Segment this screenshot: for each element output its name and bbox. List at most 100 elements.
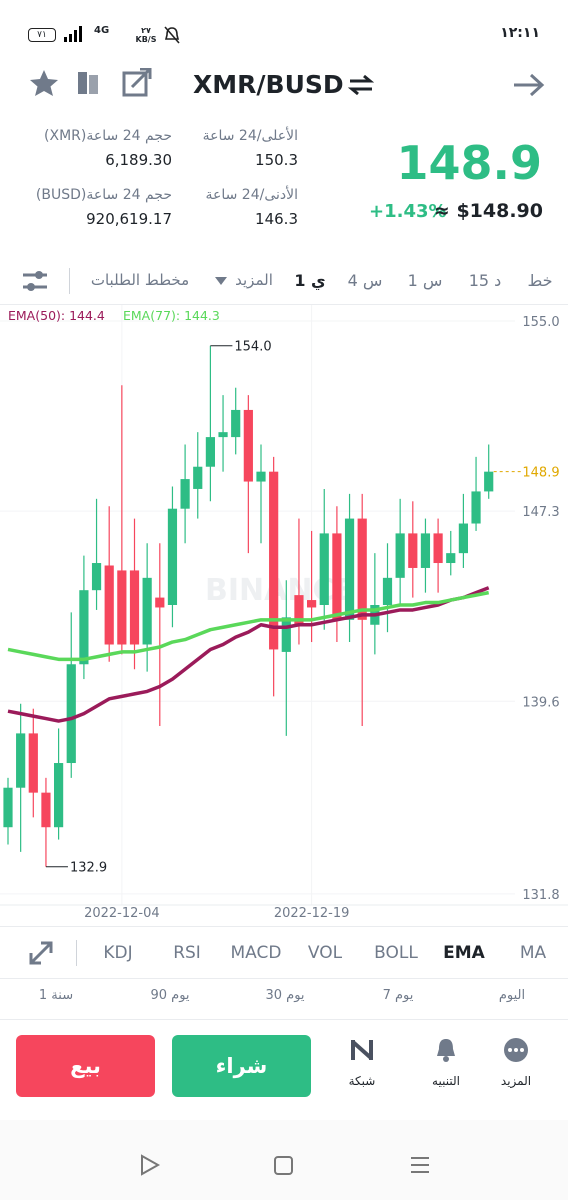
interval-tab[interactable]: المزيد bbox=[235, 271, 273, 289]
candle-body bbox=[446, 553, 456, 564]
indicator-tab[interactable]: MA bbox=[519, 943, 547, 963]
candle-body bbox=[281, 617, 291, 652]
stat-value: 146.3 bbox=[255, 210, 298, 228]
candle-body bbox=[294, 595, 304, 625]
range-tab[interactable]: 7 يوم bbox=[382, 988, 414, 1003]
range-tab[interactable]: 90 يوم bbox=[150, 988, 190, 1003]
action-label[interactable]: شبكة bbox=[348, 1074, 376, 1088]
stat-label: حجم 24 ساعة(BUSD) bbox=[35, 187, 172, 203]
speed: ٢٧ KB/S bbox=[135, 26, 157, 44]
candle-body bbox=[3, 787, 13, 828]
sell-button[interactable]: بيع bbox=[16, 1035, 155, 1097]
watermark: BINANCE bbox=[205, 573, 355, 608]
interval-tab[interactable]: 4 س bbox=[347, 271, 383, 290]
candle-body bbox=[382, 577, 393, 605]
more-icon[interactable] bbox=[504, 1038, 528, 1062]
candle-body bbox=[357, 518, 367, 620]
candle-body bbox=[167, 508, 178, 605]
candle-body bbox=[420, 533, 431, 568]
indicator-tab[interactable]: VOL bbox=[307, 943, 343, 963]
candle-body bbox=[458, 523, 468, 554]
action-label[interactable]: المزيد bbox=[500, 1074, 532, 1088]
y-tick-label: 155.0 bbox=[522, 315, 559, 330]
candle-body bbox=[344, 518, 355, 620]
interval-tab-active[interactable]: 1 ي bbox=[294, 271, 326, 290]
divider bbox=[0, 304, 568, 305]
expand-icon[interactable] bbox=[28, 940, 54, 966]
signal-icon bbox=[64, 26, 82, 42]
header-icons[interactable] bbox=[28, 68, 163, 100]
candle-body bbox=[307, 600, 317, 608]
candle-body bbox=[129, 570, 140, 645]
candle-body bbox=[91, 563, 102, 591]
interval-tab[interactable]: مخطط الطلبات bbox=[90, 271, 190, 289]
candle-body bbox=[256, 471, 266, 482]
share-arrow[interactable] bbox=[512, 72, 546, 98]
candle-body bbox=[484, 471, 494, 492]
ema-line bbox=[7, 590, 490, 662]
mute-icon bbox=[164, 26, 180, 44]
candle-body bbox=[16, 733, 26, 788]
price-change: +1.43% bbox=[369, 201, 447, 222]
swap-icon[interactable] bbox=[348, 74, 374, 96]
interval-tab[interactable]: 15 د bbox=[468, 271, 502, 290]
last-price: 148.9 bbox=[396, 136, 542, 190]
stat-value: 920,619.17 bbox=[86, 210, 172, 228]
nav-bar bbox=[0, 1120, 568, 1200]
indicator-tab-active[interactable]: EMA bbox=[443, 943, 485, 963]
grid-icon[interactable] bbox=[350, 1038, 374, 1062]
stat-label: الأدنى/24 ساعة bbox=[205, 187, 298, 203]
action-label[interactable]: التنبيه bbox=[432, 1074, 460, 1088]
divider bbox=[0, 978, 568, 979]
indicator-tab[interactable]: RSI bbox=[173, 943, 201, 963]
range-tab[interactable]: 30 يوم bbox=[265, 988, 305, 1003]
usd-price: ≈ $148.90 bbox=[433, 200, 543, 222]
indicator-tab[interactable]: MACD bbox=[230, 943, 282, 963]
nav-buttons[interactable] bbox=[0, 1150, 568, 1180]
candle-body bbox=[243, 409, 253, 482]
candle-body bbox=[269, 471, 279, 650]
legend-label: EMA(50): 144.4 bbox=[8, 308, 105, 323]
candle-body bbox=[54, 763, 64, 828]
interval-tab[interactable]: خط bbox=[527, 271, 553, 290]
alert-icon[interactable] bbox=[434, 1037, 458, 1063]
candle-body bbox=[395, 533, 405, 578]
x-tick-label: 2022-12-19 bbox=[274, 906, 350, 921]
candle-body bbox=[408, 533, 418, 568]
divider bbox=[0, 926, 568, 927]
candle-body bbox=[471, 491, 481, 524]
candle-body bbox=[117, 570, 127, 645]
clock: ١٢:١١ bbox=[500, 25, 540, 41]
settings-icon[interactable] bbox=[22, 268, 48, 294]
candle-body bbox=[205, 437, 215, 467]
dropdown-caret bbox=[215, 277, 227, 285]
candle-body bbox=[193, 466, 203, 489]
range-tab[interactable]: 1 سنة bbox=[38, 988, 74, 1003]
candle-body bbox=[155, 597, 165, 608]
divider bbox=[0, 1019, 568, 1020]
indicator-tab[interactable]: KDJ bbox=[103, 943, 133, 963]
stat-value: 6,189.30 bbox=[105, 151, 172, 169]
last-price-label: 148.9 bbox=[522, 466, 559, 481]
annotation-label: 154.0 bbox=[234, 340, 271, 355]
y-tick-label: 139.6 bbox=[522, 695, 559, 710]
stat-label: الأعلى/24 ساعة bbox=[202, 128, 298, 144]
ema-line bbox=[7, 586, 490, 723]
buy-button[interactable]: شراء bbox=[172, 1035, 311, 1097]
candle-body bbox=[319, 533, 329, 605]
candle-body bbox=[28, 733, 38, 793]
candle-body bbox=[433, 533, 443, 564]
pair-title[interactable]: XMR/BUSD bbox=[193, 70, 344, 99]
indicator-tab[interactable]: BOLL bbox=[374, 943, 418, 963]
range-tab[interactable]: اليوم bbox=[498, 988, 526, 1003]
annotation-label: 132.9 bbox=[70, 861, 107, 876]
candle-body bbox=[104, 565, 114, 645]
stat-value: 150.3 bbox=[255, 151, 298, 169]
candle-body bbox=[79, 590, 89, 665]
candle-body bbox=[218, 432, 228, 438]
x-tick-label: 2022-12-04 bbox=[84, 906, 160, 921]
candle-body bbox=[332, 533, 342, 620]
candle-body bbox=[180, 479, 190, 509]
interval-tab[interactable]: 1 س bbox=[407, 271, 443, 290]
